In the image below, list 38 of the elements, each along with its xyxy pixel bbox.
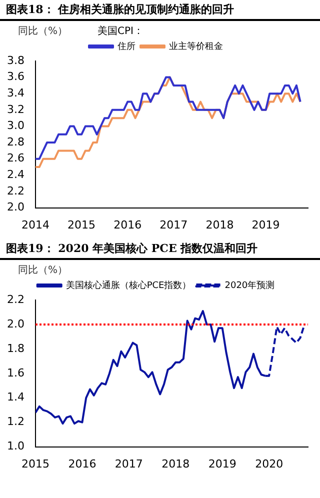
legend-title: 美国CPI：: [98, 24, 144, 37]
chart-title: 图表18： 住房相关通胀的见顶制约通胀的回升: [0, 0, 320, 21]
y-tick-label: 2.0: [6, 317, 24, 330]
x-tick-label: 2019: [252, 218, 280, 232]
x-tick-label: 2015: [68, 218, 96, 232]
x-tick-label: 2017: [160, 218, 188, 232]
x-tick-label: 2016: [114, 218, 142, 232]
y-tick-label: 3.6: [6, 70, 24, 84]
y-tick-label: 1.0: [6, 440, 24, 453]
y-tick-label: 2.8: [6, 135, 24, 148]
y-tick-label: 1.6: [6, 366, 24, 380]
y-tick-label: 2.0: [6, 200, 24, 214]
y-tick-label: 3.4: [6, 86, 24, 100]
y-tick-label: 1.4: [6, 390, 24, 404]
x-tick-label: 2014: [21, 218, 50, 232]
y-tick-label: 2.2: [6, 292, 24, 306]
x-tick-label: 2018: [162, 457, 190, 470]
y-tick-label: 2.4: [6, 168, 24, 182]
x-tick-label: 2016: [68, 457, 96, 470]
x-tick-label: 2020: [255, 457, 284, 470]
y-tick-label: 2.2: [6, 184, 24, 198]
legend-label: 住所: [118, 40, 136, 52]
x-tick-label: 2019: [208, 457, 236, 470]
x-tick-label: 2018: [206, 218, 234, 232]
x-tick-label: 2015: [21, 457, 50, 470]
y-tick-label: 1.8: [6, 342, 24, 355]
y-tick-label: 2.6: [6, 152, 24, 165]
x-tick-label: 2017: [114, 457, 143, 470]
y-axis-title: 同比（%）: [18, 264, 68, 276]
legend-label: 2020年预测: [224, 280, 275, 291]
y-tick-label: 3.0: [6, 119, 24, 132]
y-tick-label: 1.2: [6, 415, 24, 428]
y-tick-label: 3.2: [6, 102, 24, 116]
chart-title: 图表19： 2020 年美国核心 PCE 指数仅温和回升: [0, 239, 320, 260]
legend-label: 业主等价租金: [169, 40, 223, 52]
y-tick-label: 3.8: [6, 54, 24, 67]
legend-label: 美国核心通胀（核心PCE指数）: [66, 280, 192, 291]
y-axis-title: 同比（%）: [18, 24, 68, 37]
